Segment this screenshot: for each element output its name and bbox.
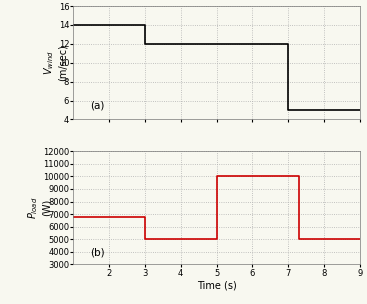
Y-axis label: $P_{load}$
(W): $P_{load}$ (W) [26, 197, 51, 219]
Y-axis label: $V_{wind}$
(m/sec): $V_{wind}$ (m/sec) [42, 44, 67, 81]
X-axis label: Time (s): Time (s) [197, 280, 236, 290]
Text: (a): (a) [91, 100, 105, 110]
Text: (b): (b) [91, 248, 105, 258]
